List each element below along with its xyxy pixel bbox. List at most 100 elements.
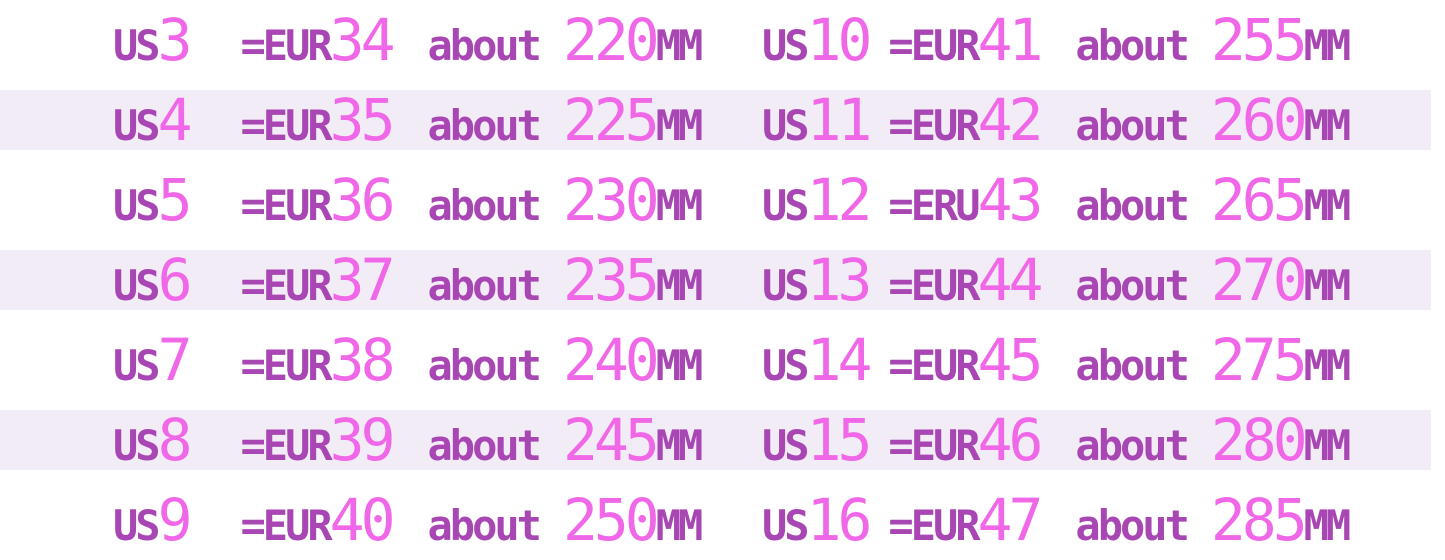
- size-row: US 8 =EUR 39 about 245 MM US 15 =EUR 46 about 280 MM: [0, 400, 1445, 480]
- eur-size-value: 39: [329, 406, 396, 474]
- eur-size-value: 38: [329, 326, 396, 394]
- about-label: about: [427, 341, 542, 390]
- foot-length-value: 265: [1210, 166, 1308, 234]
- us-size-label: US: [113, 501, 161, 550]
- eur-size-value: 40: [329, 486, 396, 554]
- us-size-label: US: [113, 421, 161, 470]
- us-size-label: US: [762, 341, 810, 390]
- us-size-value: 13: [806, 246, 873, 314]
- about-label: about: [1075, 501, 1189, 550]
- size-entry-left: US 4 =EUR 35 about 225 MM: [0, 91, 722, 149]
- size-row: US 4 =EUR 35 about 225 MM US 11 =EUR 42 about 260 MM: [0, 80, 1445, 160]
- mm-unit-label: MM: [655, 261, 704, 310]
- about-label: about: [1075, 21, 1189, 70]
- us-size-value: 10: [806, 6, 873, 74]
- mm-unit-label: MM: [1303, 421, 1352, 470]
- us-size-label: US: [113, 341, 161, 390]
- size-row: US 7 =EUR 38 about 240 MM US 14 =EUR 45 about 275 MM: [0, 320, 1445, 400]
- size-entry-right: US 11 =EUR 42 about 260 MM: [722, 91, 1431, 149]
- mm-unit-label: MM: [655, 101, 704, 150]
- eur-equals-label: =EUR: [240, 501, 333, 550]
- foot-length-value: 250: [562, 486, 660, 554]
- eur-size-value: 43: [977, 166, 1044, 234]
- eur-equals-label: =EUR: [888, 261, 980, 310]
- foot-length-value: 280: [1210, 406, 1308, 474]
- foot-length-value: 260: [1210, 86, 1308, 154]
- size-entry-left: US 7 =EUR 38 about 240 MM: [0, 331, 722, 389]
- eur-equals-label: =EUR: [888, 101, 980, 150]
- foot-length-value: 255: [1210, 6, 1308, 74]
- about-label: about: [427, 501, 542, 550]
- size-row: US 9 =EUR 40 about 250 MM US 16 =EUR 47 about 285 MM: [0, 480, 1445, 560]
- us-size-value: 7: [157, 326, 193, 394]
- eur-equals-label: =EUR: [888, 501, 980, 550]
- us-size-value: 8: [157, 406, 193, 474]
- us-size-label: US: [113, 21, 161, 70]
- eur-size-value: 44: [977, 246, 1044, 314]
- us-size-value: 4: [157, 86, 193, 154]
- eur-size-value: 35: [329, 86, 396, 154]
- mm-unit-label: MM: [1303, 181, 1352, 230]
- about-label: about: [427, 101, 542, 150]
- mm-unit-label: MM: [1303, 261, 1352, 310]
- eur-equals-label: =EUR: [888, 341, 980, 390]
- size-row: US 5 =EUR 36 about 230 MM US 12 =ERU 43 about 265 MM: [0, 160, 1445, 240]
- foot-length-value: 270: [1210, 246, 1308, 314]
- size-row: US 6 =EUR 37 about 235 MM US 13 =EUR 44 about 270 MM: [0, 240, 1445, 320]
- us-size-label: US: [762, 21, 810, 70]
- eur-size-value: 41: [977, 6, 1044, 74]
- size-entry-right: US 12 =ERU 43 about 265 MM: [722, 171, 1445, 229]
- about-label: about: [427, 421, 542, 470]
- size-entry-right: US 14 =EUR 45 about 275 MM: [722, 331, 1445, 389]
- about-label: about: [427, 21, 542, 70]
- mm-unit-label: MM: [655, 341, 704, 390]
- us-size-value: 14: [806, 326, 873, 394]
- about-label: about: [1075, 421, 1189, 470]
- eur-equals-label: =ERU: [888, 181, 980, 230]
- eur-size-value: 46: [977, 406, 1044, 474]
- size-entry-left: US 8 =EUR 39 about 245 MM: [0, 411, 722, 469]
- eur-equals-label: =EUR: [240, 421, 333, 470]
- mm-unit-label: MM: [1303, 501, 1352, 550]
- size-entry-left: US 9 =EUR 40 about 250 MM: [0, 491, 722, 549]
- about-label: about: [1075, 261, 1189, 310]
- us-size-value: 6: [157, 246, 193, 314]
- about-label: about: [427, 181, 542, 230]
- us-size-label: US: [113, 261, 161, 310]
- size-row: US 3 =EUR 34 about 220 MM US 10 =EUR 41 about 255 MM: [0, 0, 1445, 80]
- size-entry-right: US 16 =EUR 47 about 285 MM: [722, 491, 1445, 549]
- about-label: about: [1075, 181, 1189, 230]
- foot-length-value: 285: [1210, 486, 1308, 554]
- size-entry-left: US 5 =EUR 36 about 230 MM: [0, 171, 722, 229]
- mm-unit-label: MM: [655, 501, 704, 550]
- us-size-label: US: [762, 261, 810, 310]
- foot-length-value: 220: [562, 6, 660, 74]
- foot-length-value: 235: [562, 246, 660, 314]
- foot-length-value: 275: [1210, 326, 1308, 394]
- foot-length-value: 245: [562, 406, 660, 474]
- eur-equals-label: =EUR: [240, 261, 333, 310]
- us-size-value: 9: [157, 486, 193, 554]
- us-size-value: 5: [157, 166, 193, 234]
- eur-size-value: 45: [977, 326, 1044, 394]
- mm-unit-label: MM: [655, 181, 704, 230]
- us-size-label: US: [762, 181, 810, 230]
- foot-length-value: 240: [562, 326, 660, 394]
- mm-unit-label: MM: [655, 21, 704, 70]
- mm-unit-label: MM: [1303, 341, 1352, 390]
- size-entry-left: US 3 =EUR 34 about 220 MM: [0, 11, 722, 69]
- mm-unit-label: MM: [1303, 101, 1352, 150]
- us-size-label: US: [113, 181, 161, 230]
- eur-size-value: 34: [329, 6, 396, 74]
- eur-size-value: 47: [977, 486, 1044, 554]
- size-entry-right: US 15 =EUR 46 about 280 MM: [722, 411, 1431, 469]
- about-label: about: [1075, 341, 1189, 390]
- eur-equals-label: =EUR: [888, 421, 980, 470]
- foot-length-value: 225: [562, 86, 660, 154]
- eur-size-value: 36: [329, 166, 396, 234]
- eur-equals-label: =EUR: [888, 21, 980, 70]
- us-size-value: 16: [806, 486, 873, 554]
- us-size-value: 15: [806, 406, 873, 474]
- us-size-value: 3: [157, 6, 193, 74]
